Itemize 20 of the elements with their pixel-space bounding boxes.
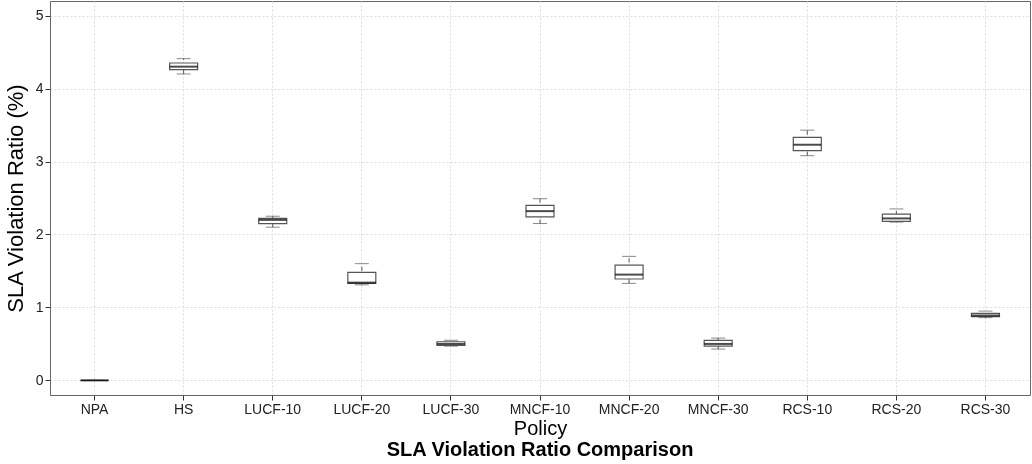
x-tick-label: LUCF-30 — [422, 400, 480, 417]
y-tick-label: 5 — [35, 7, 44, 24]
x-tick-label: LUCF-20 — [333, 400, 391, 417]
y-tick-label: 0 — [35, 371, 44, 388]
x-axis-title: Policy — [513, 416, 568, 439]
y-tick-label: 3 — [35, 153, 44, 170]
text: SLA Violation Ratio Comparison — [386, 438, 694, 460]
x-tick-label: MNCF-10 — [509, 400, 571, 417]
x-tick-label: MNCF-30 — [687, 400, 749, 417]
x-tick-label: RCS-20 — [871, 400, 922, 417]
x-tick-label: NPA — [80, 400, 110, 417]
y-tick-label: 1 — [35, 298, 44, 315]
x-tick-label: LUCF-10 — [244, 400, 302, 417]
x-tick-label: RCS-30 — [960, 400, 1011, 417]
y-tick-label: 2 — [35, 225, 44, 242]
y-axis-title: SLA Violation Ratio (%) — [2, 84, 28, 313]
x-tick-label: RCS-10 — [782, 400, 833, 417]
y-tick-label: 4 — [35, 80, 44, 97]
x-tick-label: HS — [173, 400, 194, 417]
x-tick-label: MNCF-20 — [598, 400, 660, 417]
